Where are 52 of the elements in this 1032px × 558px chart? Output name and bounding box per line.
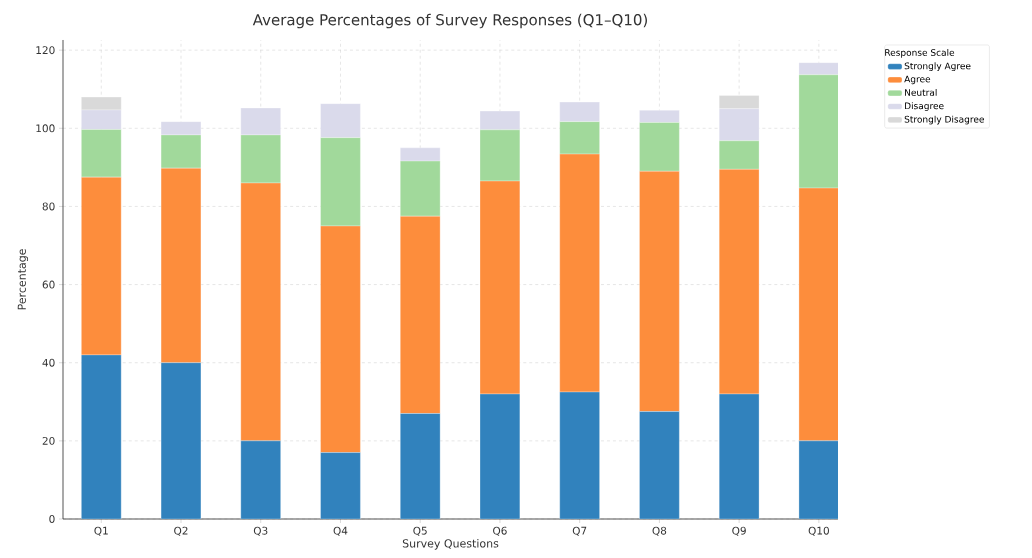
- legend-title: Response Scale: [885, 48, 955, 58]
- bar: [240, 134, 281, 184]
- legend-label: Neutral: [905, 88, 937, 96]
- legend-label: Agree: [904, 75, 931, 85]
- bar: [400, 147, 441, 162]
- y-tick-label: 80: [42, 202, 55, 211]
- bar: [798, 187, 838, 442]
- bar: [160, 121, 202, 136]
- bar: [559, 101, 600, 122]
- legend-label: Disagree: [905, 102, 944, 111]
- bar: [559, 121, 600, 155]
- bar: [479, 129, 521, 182]
- x-tick-label: Q9: [732, 526, 746, 536]
- bar: [559, 153, 600, 393]
- y-tick-label: 40: [42, 358, 55, 367]
- x-tick-label: Q2: [174, 526, 188, 536]
- legend-label: Strongly Agree: [904, 62, 971, 72]
- bar: [719, 140, 760, 170]
- x-tick-label: Q4: [333, 526, 348, 536]
- x-tick-label: Q1: [94, 526, 108, 536]
- bar: [400, 160, 441, 217]
- x-tick-label: Q3: [253, 526, 268, 536]
- x-tick-label: Q8: [652, 526, 667, 536]
- bar: [479, 110, 521, 131]
- bar: [400, 216, 441, 414]
- bar: [81, 129, 122, 178]
- bar: [639, 122, 680, 172]
- chart-title: Average Percentages of Survey Responses (Q1–Q10): [252, 13, 647, 29]
- bar: [798, 74, 838, 189]
- bar: [320, 225, 361, 453]
- bar: [240, 182, 281, 442]
- bar: [639, 171, 680, 412]
- bar: [320, 137, 361, 227]
- bar: [320, 103, 361, 138]
- bar: [160, 167, 202, 363]
- legend-label: Strongly Disagree: [904, 115, 984, 125]
- y-axis-title: Percentage: [17, 249, 29, 310]
- y-tick-label: 120: [36, 46, 55, 55]
- x-axis-title: Survey Questions: [402, 539, 499, 550]
- bar: [639, 110, 680, 123]
- y-tick-label: 100: [36, 124, 55, 133]
- bar: [719, 169, 760, 395]
- y-tick-label: 0: [49, 515, 55, 523]
- bar: [240, 107, 281, 136]
- bar: [81, 176, 122, 356]
- y-tick-label: 20: [42, 436, 55, 445]
- x-tick-label: Q5: [413, 526, 427, 536]
- x-tick-label: Q6: [493, 526, 507, 536]
- bar: [479, 180, 521, 395]
- y-tick-label: 60: [42, 280, 55, 289]
- x-tick-label: Q7: [572, 526, 587, 536]
- x-tick-label: Q10: [808, 526, 829, 536]
